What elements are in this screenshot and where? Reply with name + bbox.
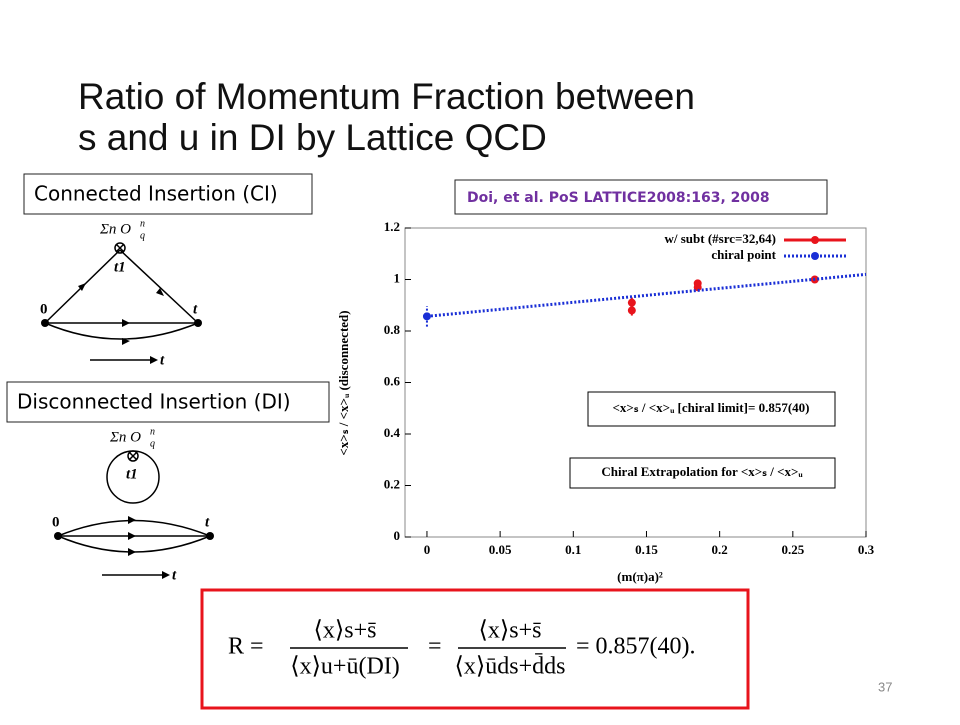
y-tick-label: 0 [394, 528, 401, 543]
legend-marker [811, 236, 819, 244]
formula-part: ⟨x⟩s+s̄ [479, 618, 542, 644]
formula-part: = 0.857(40). [576, 634, 696, 660]
y-tick-label: 0.4 [384, 425, 401, 440]
operator: Σn O [99, 221, 131, 237]
operator-sub: q [140, 230, 145, 241]
x-tick-label: 0.05 [489, 542, 512, 557]
point [422, 312, 431, 321]
y-tick-label: 0.6 [384, 373, 401, 388]
ci-arrows [41, 283, 202, 364]
operator-sup: n [140, 218, 145, 229]
formula-part: ⟨x⟩s+s̄ [314, 618, 377, 644]
formula: R = ⟨x⟩s+s̄ ⟨x⟩u+ū(DI) = ⟨x⟩s+s̄ ⟨x⟩ūds+… [228, 618, 696, 680]
citation-box [454, 179, 828, 215]
x-axis-label: (m(π)a)² [617, 569, 663, 584]
formula-part: = [428, 634, 442, 660]
end: t [205, 514, 210, 530]
point [627, 298, 636, 307]
operator: Σn O [109, 429, 141, 445]
di-diagram [57, 450, 211, 576]
formula-part: R = [228, 634, 264, 660]
y-tick-label: 1 [394, 270, 401, 285]
operator-sub: q [150, 438, 155, 449]
y-tick-label: 0.8 [384, 322, 401, 337]
vertex: t1 [114, 259, 126, 275]
y-tick-label: 1.2 [384, 219, 400, 234]
formula-box [200, 588, 750, 710]
annotation: Chiral Extrapolation for <x>ₛ / <x>ᵤ [601, 464, 803, 479]
start: 0 [40, 301, 48, 317]
plot-frame [404, 227, 867, 538]
plot: 0 0.2 0.4 0.6 0.8 1 1.2 0 0.05 0.1 0.15 0.2 0.25 0.3 w… [384, 219, 875, 557]
di-arrows [54, 516, 214, 579]
annotation-box [569, 457, 836, 489]
fit-line [426, 272, 867, 318]
time-arrow: t [172, 567, 177, 583]
end: t [193, 301, 198, 317]
legend-label: chiral point [711, 247, 776, 262]
x-tick-label: 0.2 [712, 542, 728, 557]
operator-sup: n [150, 426, 155, 437]
y-tick-label: 0.2 [384, 476, 400, 491]
formula-part: ⟨x⟩u+ū(DI) [290, 654, 400, 680]
x-tick-label: 0.1 [565, 542, 581, 557]
vertex: t1 [126, 466, 138, 482]
annotation-box [587, 391, 836, 427]
citation: Doi, et al. PoS LATTICE2008:163, 2008 [467, 190, 770, 206]
x-tick-label: 0.25 [781, 542, 804, 557]
legend-label: w/ subt (#src=32,64) [664, 231, 776, 246]
ci-box [23, 173, 313, 215]
start: 0 [52, 514, 60, 530]
x-tick-label: 0 [424, 542, 431, 557]
title-line: s and u in DI by Lattice QCD [78, 117, 547, 158]
di-box [6, 381, 330, 423]
di-label: Disconnected Insertion (DI) [17, 390, 291, 414]
point [627, 306, 636, 315]
legend-marker [811, 252, 819, 260]
formula-part: ⟨x⟩ūds+d̄ds [455, 653, 566, 679]
point [693, 279, 702, 288]
title-line: Ratio of Momentum Fraction between [78, 76, 695, 117]
x-tick-label: 0.3 [858, 542, 875, 557]
x-tick-label: 0.15 [635, 542, 658, 557]
ci-label: Connected Insertion (CI) [34, 182, 278, 206]
y-axis-label: <x>ₛ / <x>ᵤ (disconnected) [336, 310, 351, 455]
annotation: <x>ₛ / <x>ᵤ [chiral limit]= 0.857(40) [612, 400, 809, 415]
time-arrow: t [160, 352, 165, 368]
page-number: 37 [878, 679, 892, 694]
